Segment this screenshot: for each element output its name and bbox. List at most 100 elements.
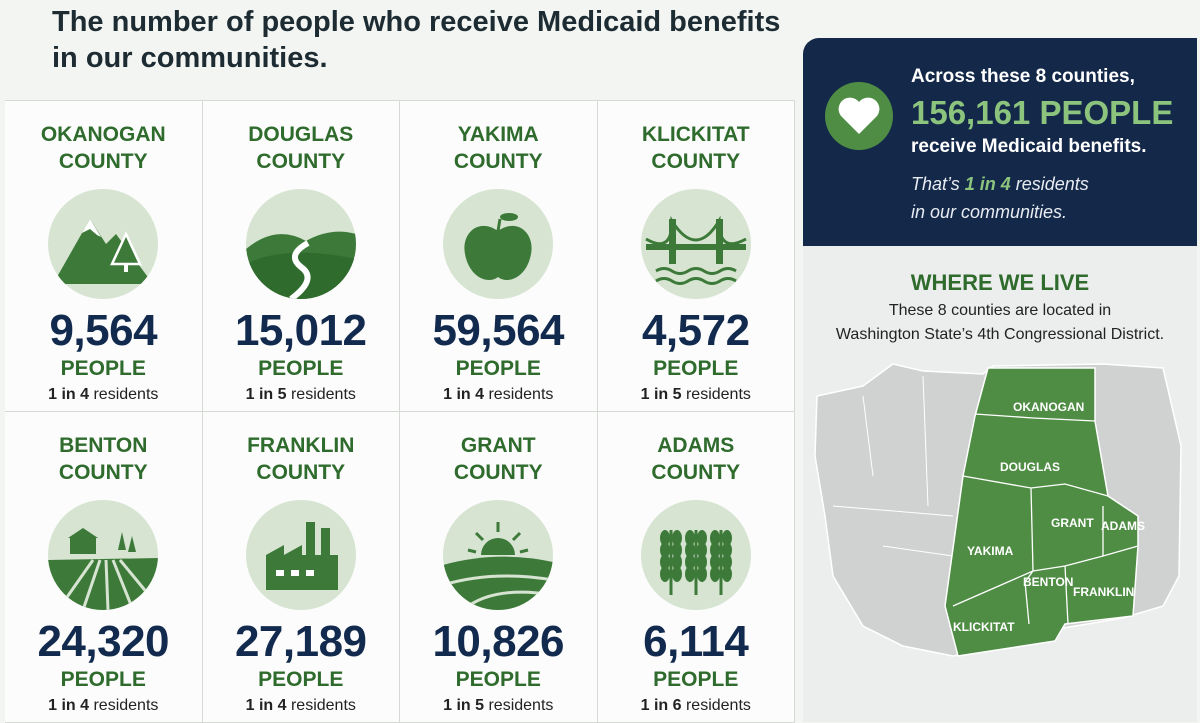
county-name: YAKIMA COUNTY [454,121,543,175]
ratio-suffix: residents [685,697,751,714]
icon-shape [671,554,682,570]
county-name-line: COUNTY [58,461,148,484]
map-panel: OKANOGAN DOUGLAS GRANT ADAMS YAKIMA BENTON FRA… [803,246,1197,722]
icon-shape [53,219,154,284]
county-name-line: OKANOGAN [40,123,166,146]
icon-shape [305,570,314,576]
summary-panel: Across these 8 counties, 156,161 PEOPLE … [803,38,1197,246]
county-unit: PEOPLE [653,357,739,380]
county-name-line: COUNTY [453,150,543,173]
county-card: YAKIMA COUNTY 59,564 PEOPLE 1 in 4 residents [400,101,598,412]
county-card: FRANKLIN COUNTY 27,189 PEOPLE 1 in 4 residen… [202,412,400,723]
county-icon [640,189,751,304]
county-name: BENTON COUNTY [59,432,148,486]
county-ratio: 1 in 4 residents [443,386,553,404]
icon-shape [443,189,554,299]
icon-shape [709,530,720,546]
county-name-line: FRANKLIN [247,434,355,457]
icon-shape [245,231,356,299]
map-label: KLICKITAT [953,620,1015,634]
icon-shape [721,530,732,546]
icon-shape [715,219,723,264]
icon-shape [654,267,737,285]
icon-shape [671,542,682,558]
heart-icon [825,82,893,150]
icon-shape [645,244,746,250]
map-label: ADAMS [1101,519,1145,533]
county-name: ADAMS COUNTY [651,432,740,486]
county-card: GRANT COUNTY 10,826 PEOPLE 1 in 5 residents [400,412,598,723]
icon-shape [464,225,532,281]
ratio-value: 1 in 6 [640,697,682,714]
icon-shape [275,570,284,576]
county-name-line: COUNTY [58,150,148,173]
county-ratio: 1 in 5 residents [641,386,751,404]
icon-shape [288,240,311,299]
icon-shape [118,532,127,550]
county-name: OKANOGAN COUNTY [41,121,166,175]
icon-shape [640,189,751,299]
icon-shape [245,252,356,299]
ratio-suffix: residents [93,386,159,403]
county-name: DOUGLAS COUNTY [248,121,353,175]
icon-shape [245,500,356,610]
county-name-line: ADAMS [657,434,735,457]
map-subtitle: Washington State’s 4th Congressional Dis… [835,326,1165,343]
county-count: 4,572 [641,306,750,355]
title: The number of people who receive Medicai… [52,6,781,38]
icon-shape [659,554,670,570]
icon-shape [659,566,670,582]
county-name-line: BENTON [59,434,148,457]
ratio-suffix: residents [488,386,554,403]
icon-shape [721,554,732,570]
icon-shape [721,542,732,558]
icon-shape [443,556,554,610]
county-card: ADAMS COUNTY 6,114 PEOPLE 1 in 6 residents [597,412,795,723]
ratio-value: 1 in 4 [443,386,485,403]
county-line [952,413,1139,625]
map: OKANOGAN DOUGLAS GRANT ADAMS YAKIMA BENTONFRA… [814,363,1182,657]
county-name: KLICKITAT COUNTY [642,121,750,175]
icon-shape [684,542,695,558]
icon-shape [443,500,554,610]
county-unit: PEOPLE [60,357,146,380]
county-icon [443,500,554,615]
icon-shape [305,522,315,556]
icon-shape [696,554,707,570]
ratio-value: 1 in 5 [443,697,485,714]
icon-shape [659,530,670,546]
county-card: OKANOGAN COUNTY 9,564 PEOPLE 1 in 4 resident… [5,101,203,412]
icon-shape [709,554,720,570]
icon-shape [709,542,720,558]
icon-shape [70,538,97,554]
icon-shape [48,189,159,299]
county-line [832,375,954,557]
icon-shape [671,566,682,582]
icon-shape [696,566,707,582]
ratio-suffix: residents [93,697,159,714]
map-subtitle: These 8 counties are located in [888,302,1112,319]
county-name-line: KLICKITAT [641,123,750,146]
county-name-line: COUNTY [453,461,543,484]
icon-shape [245,189,356,299]
icon-shape [467,522,529,554]
county-unit: PEOPLE [60,668,146,691]
ratio-suffix: residents [290,697,356,714]
county-ratio: 1 in 5 residents [443,697,553,715]
county-ratio: 1 in 5 residents [246,386,356,404]
ratio-suffix: residents [290,386,356,403]
icon-shape [696,542,707,558]
ratio-value: 1 in 4 [245,697,287,714]
county-unit: PEOPLE [653,668,739,691]
icon-shape [48,500,159,610]
county-icon [245,189,356,304]
icon-shape [265,522,338,590]
icon-shape [443,574,554,587]
county-ratio: 1 in 6 residents [641,697,751,715]
county-unit: PEOPLE [258,668,344,691]
county-icon [443,189,554,304]
icon-shape [82,219,102,237]
note-ratio: 1 in 4 [964,174,1011,194]
county-count: 59,564 [432,306,565,355]
